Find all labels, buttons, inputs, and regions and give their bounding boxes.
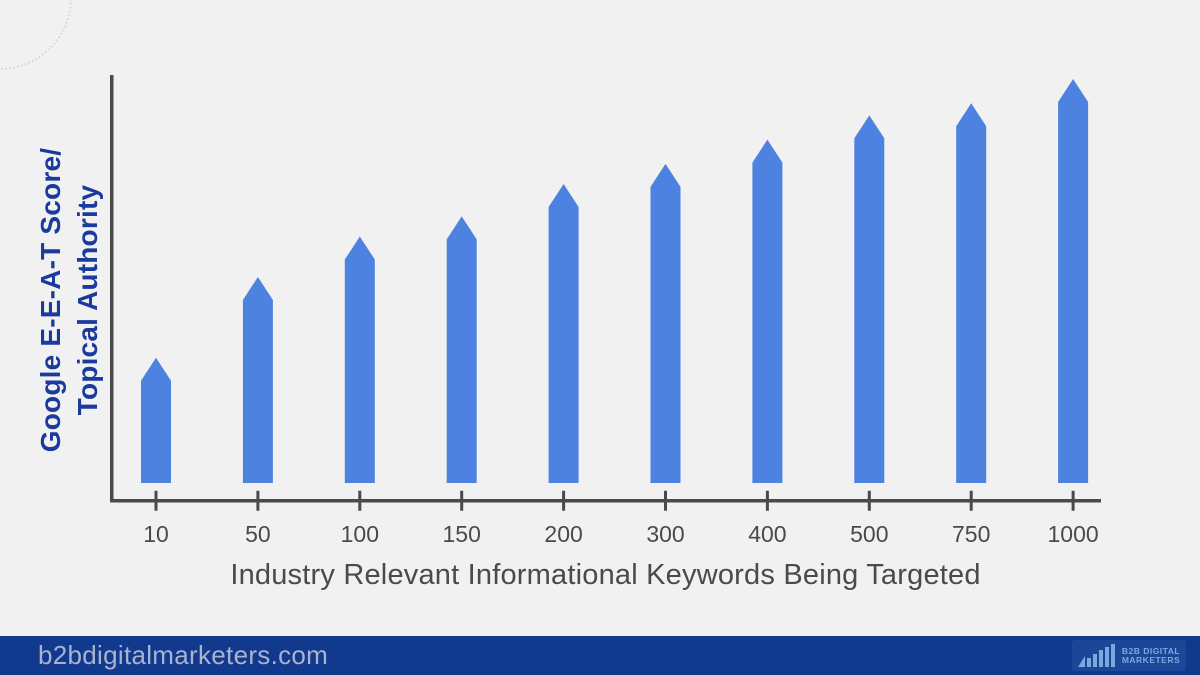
bar (752, 139, 783, 483)
x-tick-label: 1000 (1048, 521, 1099, 547)
brand-logo-badge[interactable]: B2B DIGITAL MARKETERS (1072, 640, 1186, 671)
x-tick (562, 490, 566, 511)
x-tick (1071, 490, 1075, 511)
x-axis-line (110, 499, 1101, 503)
brand-logo-line2: MARKETERS (1121, 654, 1181, 665)
x-tick-label: 200 (544, 521, 582, 547)
bar (548, 184, 579, 484)
bar-chart: 10 50 100 150 200 300 400 500 750 1000 (110, 75, 1101, 547)
bar (141, 357, 171, 483)
x-tick-label: 300 (646, 521, 684, 547)
x-tick (460, 490, 464, 511)
x-tick-label: 10 (143, 521, 169, 547)
bar (446, 216, 477, 484)
bar (854, 115, 885, 484)
x-tick (765, 490, 769, 511)
x-tick-label: 400 (748, 521, 786, 547)
x-tick-label: 50 (245, 521, 271, 547)
brand-logo-line1: B2B DIGITAL (1121, 645, 1181, 656)
x-axis-title: Industry Relevant Informational Keywords… (230, 559, 981, 591)
x-tick-label: 150 (443, 521, 481, 547)
bar (1058, 79, 1089, 483)
footer-site-url[interactable]: b2bdigitalmarketers.com (38, 640, 329, 670)
x-tick (358, 490, 362, 511)
x-tick (867, 490, 871, 511)
bar (650, 163, 681, 483)
x-tick (664, 490, 667, 511)
y-axis-line (110, 75, 114, 503)
x-tick-label: 100 (341, 521, 379, 547)
brand-logo-text: B2B DIGITAL MARKETERS (1121, 645, 1181, 665)
bar (956, 103, 987, 484)
bar (242, 276, 273, 483)
bar-chart-logo-icon (1077, 644, 1115, 667)
x-tick-label: 500 (850, 521, 888, 547)
x-tick-label: 750 (952, 521, 990, 547)
x-tick (256, 490, 260, 511)
x-tick (969, 490, 973, 511)
x-tick (154, 490, 158, 511)
bar (344, 236, 375, 483)
footer-bar: b2bdigitalmarketers.com B2B DIGITAL MARK… (0, 636, 1200, 675)
